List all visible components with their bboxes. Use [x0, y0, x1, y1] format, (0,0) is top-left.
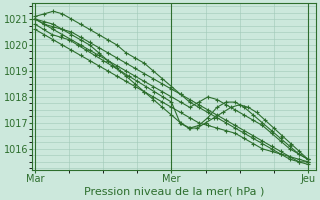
X-axis label: Pression niveau de la mer( hPa ): Pression niveau de la mer( hPa ) [84, 187, 265, 197]
